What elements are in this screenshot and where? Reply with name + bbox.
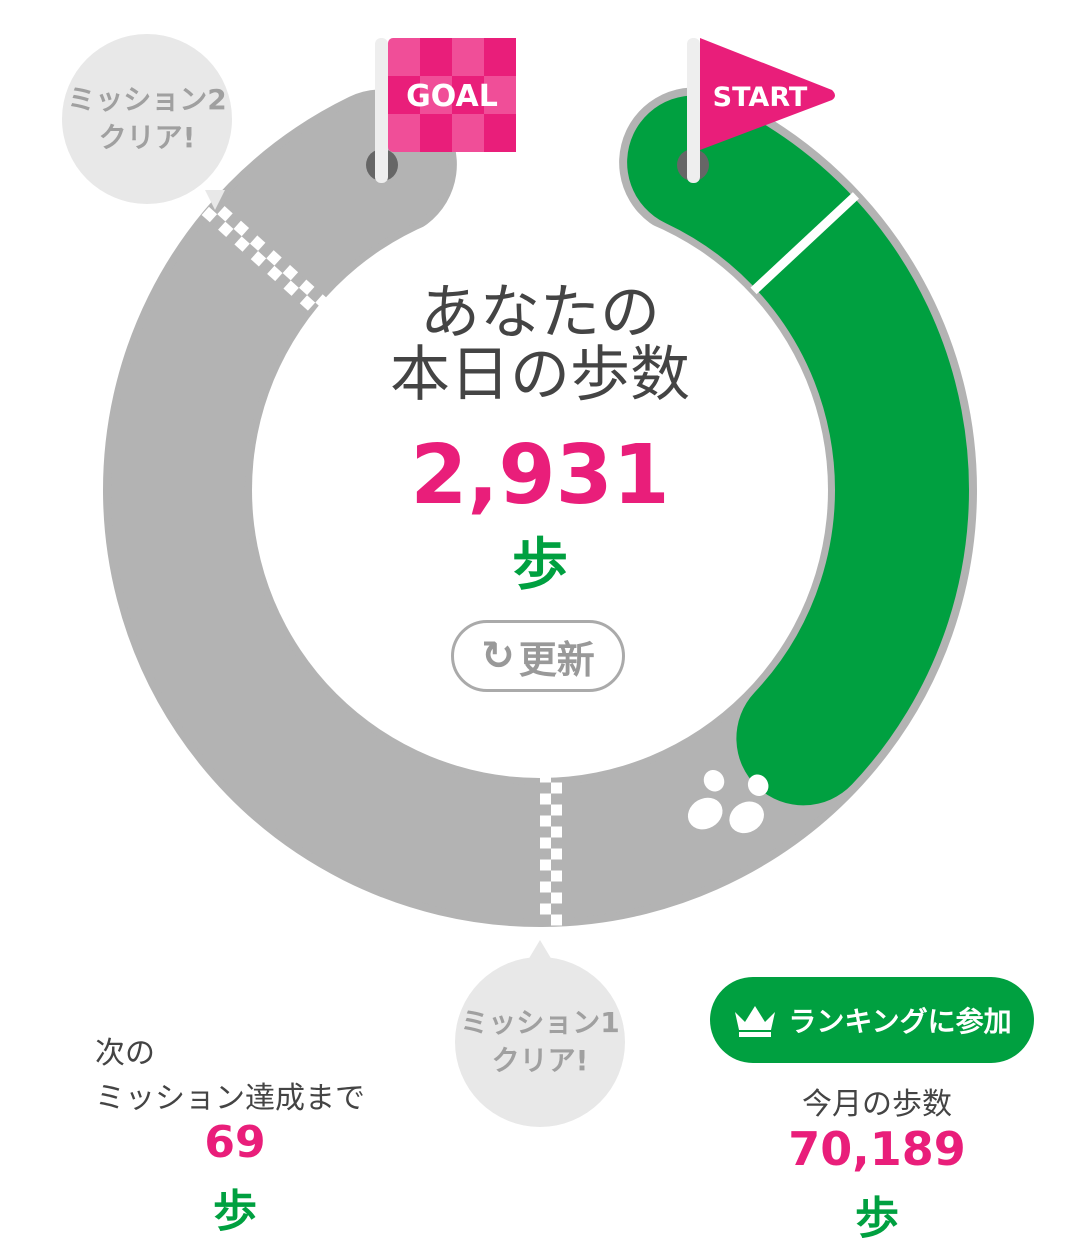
svg-text:GOAL: GOAL bbox=[406, 79, 498, 114]
title-line: 本日の歩数 bbox=[390, 340, 690, 410]
monthly-steps-label: 今月の歩数 bbox=[802, 1087, 952, 1122]
next-mission-label-1: 次の bbox=[95, 1036, 155, 1071]
checker-square bbox=[551, 914, 562, 926]
checker-square bbox=[234, 236, 250, 252]
checker-square bbox=[217, 221, 234, 238]
checker-square bbox=[551, 903, 562, 915]
mission2-clear-bubble: ミッション2 クリア! bbox=[62, 34, 232, 204]
checker-square bbox=[282, 264, 299, 281]
checker-square bbox=[242, 243, 259, 260]
checker-square bbox=[540, 837, 551, 849]
checker-square bbox=[274, 257, 290, 274]
checker-square bbox=[540, 892, 551, 904]
checker-square bbox=[209, 214, 226, 230]
crown-icon bbox=[735, 1006, 776, 1037]
checker-square bbox=[540, 881, 551, 893]
checker-square bbox=[249, 235, 266, 251]
refresh-button[interactable]: ↻ 更新 bbox=[451, 620, 625, 692]
next-mission-unit: 歩 bbox=[213, 1186, 257, 1237]
checker-square bbox=[201, 206, 218, 223]
ranking-label: ランキングに参加 bbox=[788, 1005, 1012, 1038]
checker-square bbox=[551, 881, 562, 893]
today-steps-title: あなたの 本日の歩数 bbox=[340, 282, 740, 406]
checker-square bbox=[283, 280, 299, 296]
next-mission-steps: 69 bbox=[204, 1117, 266, 1168]
checker-square bbox=[250, 250, 267, 267]
checker-square bbox=[290, 272, 307, 288]
checker-square bbox=[551, 815, 562, 827]
checker-square bbox=[551, 848, 562, 860]
checker-square bbox=[275, 273, 291, 289]
checker-square bbox=[551, 804, 562, 816]
checker-square bbox=[540, 815, 551, 827]
start-flag: START bbox=[677, 38, 835, 183]
checker-square bbox=[540, 914, 551, 926]
mission1-checkered-line bbox=[540, 771, 562, 926]
bubble-text: クリア! bbox=[491, 1044, 589, 1077]
monthly-steps-unit: 歩 bbox=[855, 1193, 899, 1244]
bubble-text: クリア! bbox=[98, 121, 196, 154]
checker-square bbox=[307, 286, 323, 303]
refresh-label: 更新 bbox=[518, 637, 595, 682]
checker-square bbox=[266, 250, 282, 266]
checker-square bbox=[226, 228, 242, 245]
checker-square bbox=[291, 287, 308, 304]
checker-square bbox=[241, 228, 258, 244]
mission2-checkered-line bbox=[201, 198, 331, 318]
checker-square bbox=[267, 265, 283, 282]
checker-square bbox=[540, 804, 551, 816]
checker-square bbox=[540, 848, 551, 860]
join-ranking-button[interactable]: ランキングに参加 bbox=[710, 977, 1034, 1063]
checker-square bbox=[233, 220, 250, 237]
checker-square bbox=[540, 903, 551, 915]
refresh-icon: ↻ bbox=[481, 633, 515, 679]
monthly-steps-value: 70,189 bbox=[788, 1122, 966, 1176]
checker-square bbox=[551, 782, 562, 794]
checker-square bbox=[299, 295, 316, 311]
goal-flag: GOAL bbox=[366, 38, 516, 183]
bubble-text: ミッション1 bbox=[460, 1006, 620, 1039]
title-line: あなたの bbox=[420, 278, 660, 348]
checker-square bbox=[217, 205, 233, 222]
checker-square bbox=[540, 859, 551, 871]
svg-text:START: START bbox=[713, 82, 808, 113]
checker-square bbox=[551, 892, 562, 904]
checker-square bbox=[258, 242, 274, 259]
checker-square bbox=[551, 870, 562, 882]
inner-circle bbox=[252, 202, 828, 778]
footprints-icon bbox=[687, 769, 769, 834]
checker-square bbox=[540, 782, 551, 794]
next-mission-label-2: ミッション達成まで bbox=[95, 1081, 365, 1116]
today-steps-value: 2,931 bbox=[410, 428, 670, 523]
checker-square bbox=[298, 279, 315, 296]
checker-square bbox=[551, 859, 562, 871]
checker-square bbox=[540, 870, 551, 882]
checker-square bbox=[551, 837, 562, 849]
checker-square bbox=[540, 793, 551, 805]
checker-square bbox=[225, 213, 241, 229]
checker-square bbox=[551, 793, 562, 805]
checker-square bbox=[551, 826, 562, 838]
today-steps-unit: 歩 bbox=[512, 533, 568, 598]
mission-divider bbox=[750, 192, 860, 295]
checker-square bbox=[258, 258, 275, 274]
checker-square bbox=[540, 826, 551, 838]
bubble-text: ミッション2 bbox=[67, 83, 227, 116]
course-progress bbox=[627, 95, 969, 806]
mission1-clear-bubble: ミッション1 クリア! bbox=[455, 957, 625, 1127]
